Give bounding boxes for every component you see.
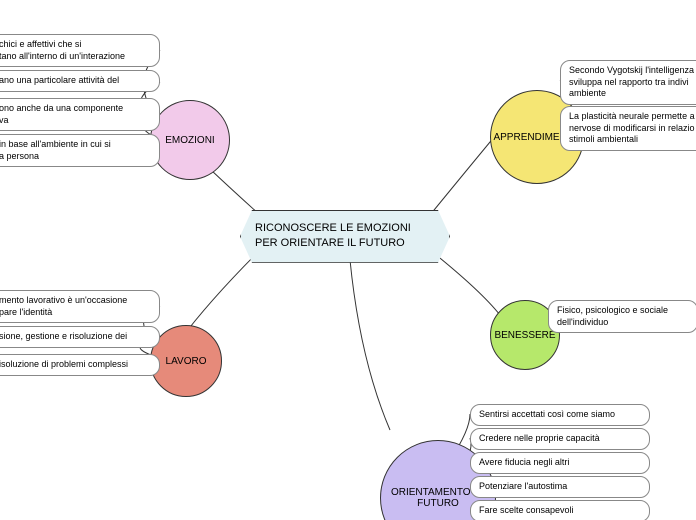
central-topic-label: RICONOSCERE LE EMOZIONI PER ORIENTARE IL… xyxy=(255,222,411,249)
leaf-lavoro-0[interactable]: mento lavorativo è un'occasione pare l'i… xyxy=(0,290,160,323)
node-label: LAVORO xyxy=(166,356,207,367)
leaf-orientamento-2[interactable]: Avere fiducia negli altri xyxy=(470,452,650,474)
leaf-label: Sentirsi accettati così come siamo xyxy=(479,409,615,421)
leaf-label: sione, gestione e risoluzione dei xyxy=(0,331,127,343)
leaf-emozioni-2[interactable]: ono anche da una componente va xyxy=(0,98,160,131)
leaf-label: Potenziare l'autostima xyxy=(479,481,567,493)
leaf-label: Fare scelte consapevoli xyxy=(479,505,574,517)
leaf-orientamento-0[interactable]: Sentirsi accettati così come siamo xyxy=(470,404,650,426)
node-emozioni[interactable]: EMOZIONI xyxy=(150,100,230,180)
leaf-emozioni-1[interactable]: ano una particolare attività del xyxy=(0,70,160,92)
leaf-label: mento lavorativo è un'occasione pare l'i… xyxy=(0,295,127,318)
leaf-label: La plasticità neurale permette a nervose… xyxy=(569,111,695,146)
leaf-benessere-0[interactable]: Fisico, psicologico e sociale dell'indiv… xyxy=(548,300,696,333)
leaf-apprendimento-0[interactable]: Secondo Vygotskij l'intelligenza svilupp… xyxy=(560,60,696,105)
leaf-orientamento-4[interactable]: Fare scelte consapevoli xyxy=(470,500,650,520)
leaf-label: Secondo Vygotskij l'intelligenza svilupp… xyxy=(569,65,694,100)
node-lavoro[interactable]: LAVORO xyxy=(150,325,222,397)
leaf-label: Fisico, psicologico e sociale dell'indiv… xyxy=(557,305,668,328)
leaf-emozioni-0[interactable]: chici e affettivi che si tano all'intern… xyxy=(0,34,160,67)
leaf-orientamento-1[interactable]: Credere nelle proprie capacità xyxy=(470,428,650,450)
leaf-apprendimento-1[interactable]: La plasticità neurale permette a nervose… xyxy=(560,106,696,151)
leaf-label: chici e affettivi che si tano all'intern… xyxy=(0,39,125,62)
central-topic[interactable]: RICONOSCERE LE EMOZIONI PER ORIENTARE IL… xyxy=(240,210,450,263)
leaf-label: ono anche da una componente va xyxy=(0,103,123,126)
leaf-emozioni-3[interactable]: in base all'ambiente in cui si a persona xyxy=(0,134,160,167)
node-label: EMOZIONI xyxy=(165,135,214,146)
leaf-lavoro-2[interactable]: isoluzione di problemi complessi xyxy=(0,354,160,376)
leaf-lavoro-1[interactable]: sione, gestione e risoluzione dei xyxy=(0,326,160,348)
node-label: BENESSERE xyxy=(494,330,555,341)
leaf-label: isoluzione di problemi complessi xyxy=(0,359,128,371)
leaf-label: Credere nelle proprie capacità xyxy=(479,433,600,445)
leaf-label: ano una particolare attività del xyxy=(0,75,119,87)
leaf-orientamento-3[interactable]: Potenziare l'autostima xyxy=(470,476,650,498)
leaf-label: Avere fiducia negli altri xyxy=(479,457,569,469)
leaf-label: in base all'ambiente in cui si a persona xyxy=(0,139,111,162)
